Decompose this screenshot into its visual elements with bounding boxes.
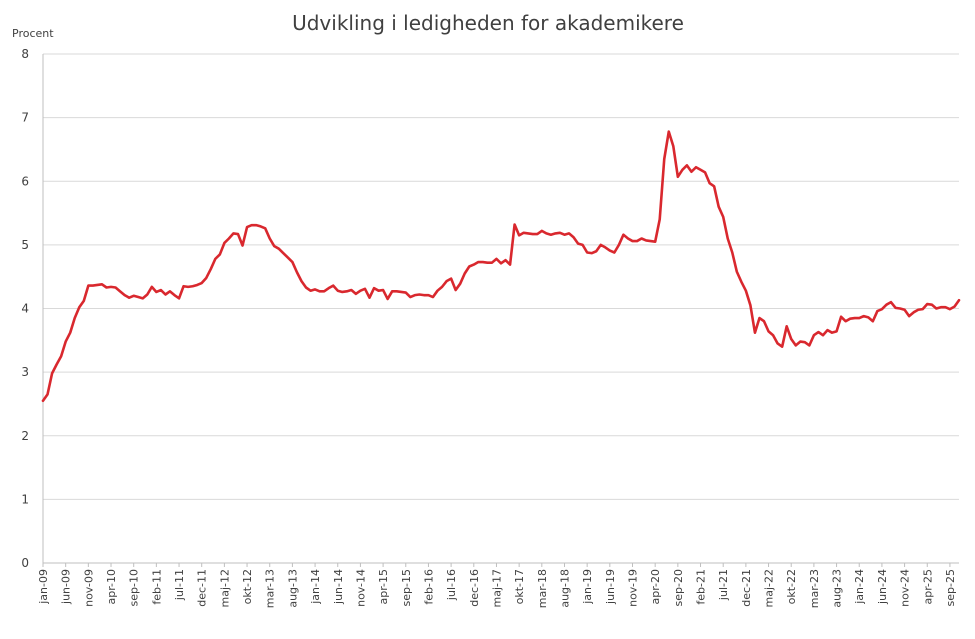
x-tick-label: mar-23 xyxy=(808,569,821,608)
x-tick-label: mar-18 xyxy=(536,569,549,608)
x-tick-label: nov-19 xyxy=(627,569,640,607)
y-axis-unit-label: Procent xyxy=(12,27,54,40)
y-tick-label: 3 xyxy=(21,365,29,379)
x-tick-label: aug-18 xyxy=(558,569,571,608)
x-tick-label: jun-24 xyxy=(876,569,889,605)
y-tick-label: 2 xyxy=(21,429,29,443)
y-tick-label: 1 xyxy=(21,492,29,506)
x-tick-label: feb-21 xyxy=(695,569,708,605)
x-tick-label: jul-16 xyxy=(445,569,458,601)
series-layer xyxy=(41,130,961,403)
x-tick-label: okt-17 xyxy=(513,569,526,604)
x-tick-label: jun-14 xyxy=(332,569,345,605)
x-tick-label: sep-15 xyxy=(400,569,413,606)
x-tick-label: apr-20 xyxy=(649,569,662,605)
x-tick-label: jun-19 xyxy=(604,569,617,605)
x-tick-label: nov-09 xyxy=(82,569,95,607)
x-tick-label: jan-09 xyxy=(37,569,50,605)
x-tick-label: maj-12 xyxy=(218,569,231,607)
y-axis-ticks: 0 1 2 3 4 5 6 7 8 xyxy=(21,47,29,570)
x-tick-label: jul-11 xyxy=(173,569,186,601)
x-tick-label: mar-13 xyxy=(264,569,277,608)
x-tick-label: aug-23 xyxy=(831,569,844,608)
x-tick-label: sep-25 xyxy=(944,569,957,606)
x-tick-label: maj-22 xyxy=(763,569,776,607)
x-tick-label: okt-12 xyxy=(241,569,254,604)
x-tick-label: nov-24 xyxy=(899,569,912,607)
x-tick-label: apr-10 xyxy=(105,569,118,605)
x-tick-label: dec-11 xyxy=(196,569,209,607)
x-tick-label: jan-24 xyxy=(853,569,866,605)
y-tick-label: 7 xyxy=(21,111,29,125)
gridlines xyxy=(43,53,959,500)
x-tick-label: feb-11 xyxy=(150,569,163,605)
x-tick-label: jan-19 xyxy=(581,569,594,605)
series-line xyxy=(41,130,961,403)
y-tick-label: 6 xyxy=(21,174,29,188)
x-tick-label: feb-16 xyxy=(422,569,435,605)
y-tick-label: 4 xyxy=(21,302,29,316)
y-tick-label: 0 xyxy=(21,556,29,570)
x-tick-label: jan-14 xyxy=(309,569,322,605)
y-tick-label: 8 xyxy=(21,47,29,61)
x-tick-label: nov-14 xyxy=(354,569,367,607)
chart-title: Udvikling i ledigheden for akademikere xyxy=(292,11,684,35)
x-tick-label: dec-16 xyxy=(468,569,481,607)
x-tick-label: aug-13 xyxy=(286,569,299,608)
x-tick-label: apr-25 xyxy=(921,569,934,605)
x-tick-label: jun-09 xyxy=(60,569,73,605)
x-tick-label: okt-22 xyxy=(785,569,798,604)
x-tick-label: jul-21 xyxy=(717,569,730,601)
x-tick-label: sep-20 xyxy=(672,569,685,606)
x-tick-label: maj-17 xyxy=(490,569,503,607)
y-tick-label: 5 xyxy=(21,238,29,252)
x-tick-label: dec-21 xyxy=(740,569,753,607)
x-tick-label: sep-10 xyxy=(128,569,141,606)
x-tick-label: apr-15 xyxy=(377,569,390,605)
x-axis-ticks: jan-09 jun-09 nov-09 apr-10 sep-10 feb-11 jul-… xyxy=(37,563,957,608)
